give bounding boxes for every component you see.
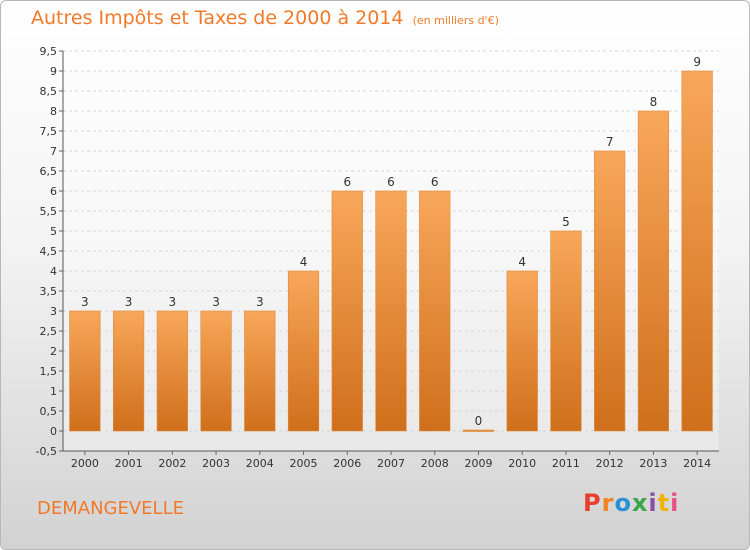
x-tick-label: 2000	[71, 457, 99, 470]
x-tick-label: 2014	[683, 457, 711, 470]
y-tick-label: 5,5	[40, 205, 58, 218]
data-label: 6	[387, 175, 395, 189]
x-tick-label: 2007	[377, 457, 405, 470]
logo-letter: i	[670, 489, 680, 517]
y-tick-label: 2	[50, 345, 57, 358]
data-label: 6	[343, 175, 351, 189]
bar-2005	[287, 270, 320, 432]
data-label: 7	[606, 135, 614, 149]
bar-2014	[681, 70, 713, 432]
y-tick-label: 9	[50, 65, 57, 78]
y-tick-label: 7,5	[40, 125, 58, 138]
y-tick-label: 0,5	[40, 405, 58, 418]
data-label: 6	[431, 175, 439, 189]
y-tick-label: 0	[50, 425, 57, 438]
x-tick-label: 2011	[552, 457, 580, 470]
y-tick-label: 5	[50, 225, 57, 238]
y-tick-label: 6,5	[40, 165, 58, 178]
x-tick-label: 2005	[290, 457, 318, 470]
bar-2012	[594, 150, 626, 432]
y-tick-label: 2,5	[40, 325, 58, 338]
y-tick-label: 9,5	[40, 45, 58, 58]
bar-2010	[506, 270, 538, 432]
y-tick-label: 3	[50, 305, 57, 318]
logo-letter: i	[648, 489, 658, 517]
chart-title: Autres Impôts et Taxes de 2000 à 2014 (e…	[31, 7, 499, 29]
y-tick-label: 8,5	[40, 85, 58, 98]
data-label: 8	[650, 95, 658, 109]
bar-2007	[375, 190, 407, 432]
bar-2004	[244, 310, 276, 432]
y-tick-label: 1,5	[40, 365, 58, 378]
data-label: 0	[475, 414, 483, 428]
data-label: 3	[169, 295, 177, 309]
commune-name: DEMANGEVELLE	[37, 498, 184, 519]
logo-letter: r	[601, 489, 615, 517]
bar-2009	[462, 429, 495, 432]
bar-2003	[200, 310, 232, 432]
bar-2002	[156, 310, 188, 432]
logo-letter: t	[657, 489, 671, 517]
y-tick-label: 1	[50, 385, 57, 398]
x-tick-label: 2013	[639, 457, 667, 470]
data-label: 4	[300, 255, 308, 269]
x-tick-label: 2004	[246, 457, 274, 470]
data-label: 3	[81, 295, 89, 309]
data-label: 3	[256, 295, 264, 309]
x-tick-label: 2001	[115, 457, 143, 470]
y-tick-label: 4	[50, 265, 57, 278]
bar-2000	[69, 310, 101, 432]
x-tick-label: 2002	[158, 457, 186, 470]
y-tick-label: 8	[50, 105, 57, 118]
bar-2006	[331, 190, 363, 432]
data-label: 3	[212, 295, 220, 309]
logo-letter: x	[631, 489, 649, 517]
y-tick-label: 6	[50, 185, 57, 198]
data-label: 3	[125, 295, 133, 309]
x-tick-label: 2010	[508, 457, 536, 470]
logo-letter: o	[614, 489, 632, 517]
data-label: 9	[693, 55, 701, 69]
bar-2008	[419, 190, 451, 432]
data-label: 5	[562, 215, 570, 229]
chart-title-main: Autres Impôts et Taxes de 2000 à 2014	[31, 7, 404, 29]
y-tick-label: 3,5	[40, 285, 58, 298]
bar-2001	[112, 310, 145, 432]
x-tick-label: 2003	[202, 457, 230, 470]
y-tick-label: -0,5	[36, 445, 57, 458]
bar-2013	[637, 110, 670, 432]
bar-2011	[550, 230, 582, 432]
x-tick-label: 2012	[596, 457, 624, 470]
x-tick-label: 2008	[421, 457, 449, 470]
y-tick-label: 7	[50, 145, 57, 158]
logo-letter: P	[583, 489, 602, 517]
data-label: 4	[518, 255, 526, 269]
x-tick-label: 2006	[333, 457, 361, 470]
x-tick-label: 2009	[464, 457, 492, 470]
chart-title-unit: (en milliers d'€)	[412, 14, 499, 27]
y-tick-label: 4,5	[40, 245, 58, 258]
proxiti-logo: Proxiti	[583, 489, 679, 517]
